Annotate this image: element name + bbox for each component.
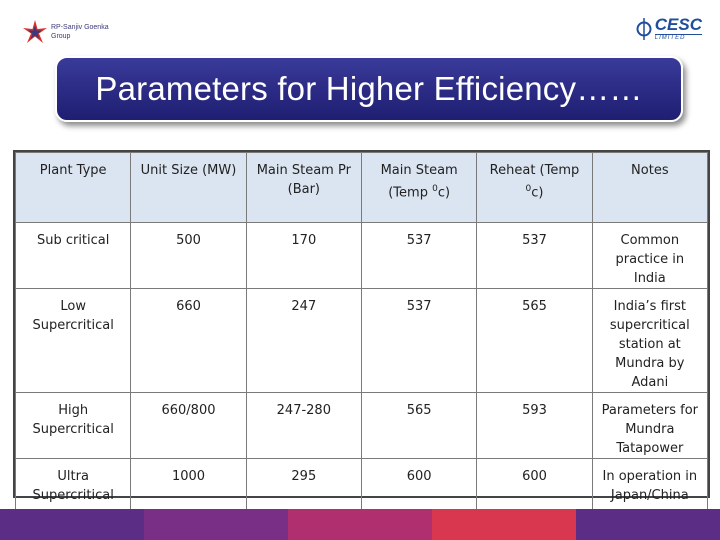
cell-main-steam-temp: 537 (360, 222, 478, 289)
star-icon (23, 20, 47, 43)
cell-notes: Parameters for Mundra Tatapower (591, 392, 709, 459)
header-unit-size: Unit Size (MW) (130, 152, 247, 223)
cesc-mark-icon (636, 17, 652, 40)
cell-unit-size: 660 (130, 288, 247, 393)
rpsg-logo-line2: Group (51, 33, 71, 40)
header-main-steam-temp-unit: c) (437, 185, 451, 201)
header-plant-type: Plant Type (14, 152, 132, 223)
cell-main-steam-pressure: 170 (245, 222, 362, 289)
band-segment (0, 509, 144, 540)
header-reheat-temp-unit: c) (531, 185, 544, 201)
cell-reheat-temp: 593 (476, 392, 593, 459)
cesc-logo-sub: LIMITED (654, 34, 702, 41)
table-row: High Supercritical 660/800 247-280 565 5… (14, 392, 709, 459)
header-notes: Notes (591, 152, 709, 223)
cell-notes: India’s first supercritical station at M… (591, 288, 709, 393)
cell-reheat-temp: 565 (476, 288, 593, 393)
cesc-logo: CESC LIMITED (636, 16, 702, 41)
cell-plant-type: Low Supercritical (14, 288, 132, 393)
title-banner: Parameters for Higher Efficiency…… (55, 56, 683, 122)
cell-main-steam-pressure: 247-280 (245, 392, 362, 459)
header-main-steam-temp: Main Steam (Temp 0c) (360, 152, 478, 223)
footer-color-band (0, 509, 720, 540)
cell-main-steam-pressure: 247 (245, 288, 362, 393)
degree-sup: 0 (432, 184, 438, 194)
header-main-steam-pressure: Main Steam Pr (Bar) (245, 152, 362, 223)
header-reheat-temp-text: Reheat (Temp (489, 163, 580, 178)
degree-sup: 0 (525, 184, 532, 194)
cell-notes: Common practice in India (591, 222, 709, 289)
rpsg-logo: RP-Sanjiv Goenka Group (22, 20, 109, 44)
table-row: Sub critical 500 170 537 537 Common prac… (14, 222, 709, 289)
cesc-logo-name: CESC (654, 15, 702, 34)
band-segment (576, 509, 720, 540)
cell-main-steam-temp: 565 (360, 392, 478, 459)
table-row: Low Supercritical 660 247 537 565 India’… (14, 288, 709, 393)
header-reheat-temp: Reheat (Temp 0c) (476, 152, 593, 223)
band-segment (432, 509, 576, 540)
cell-unit-size: 500 (130, 222, 247, 289)
band-segment (288, 509, 432, 540)
cell-plant-type: Sub critical (14, 222, 132, 289)
header-main-steam-temp-text: Main Steam (Temp (380, 163, 458, 201)
parameters-table: Plant Type Unit Size (MW) Main Steam Pr … (13, 150, 710, 521)
cell-reheat-temp: 537 (476, 222, 593, 289)
band-segment (144, 509, 288, 540)
cell-main-steam-temp: 537 (360, 288, 478, 393)
cell-unit-size: 660/800 (130, 392, 247, 459)
rpsg-logo-line1: RP-Sanjiv Goenka (51, 24, 109, 31)
page-title: Parameters for Higher Efficiency…… (95, 70, 643, 107)
cell-plant-type: High Supercritical (14, 392, 132, 459)
table-header-row: Plant Type Unit Size (MW) Main Steam Pr … (14, 152, 709, 223)
